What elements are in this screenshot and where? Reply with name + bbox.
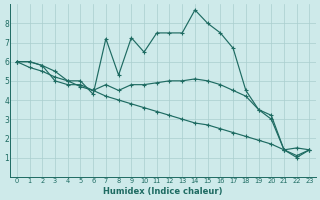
- X-axis label: Humidex (Indice chaleur): Humidex (Indice chaleur): [103, 187, 223, 196]
